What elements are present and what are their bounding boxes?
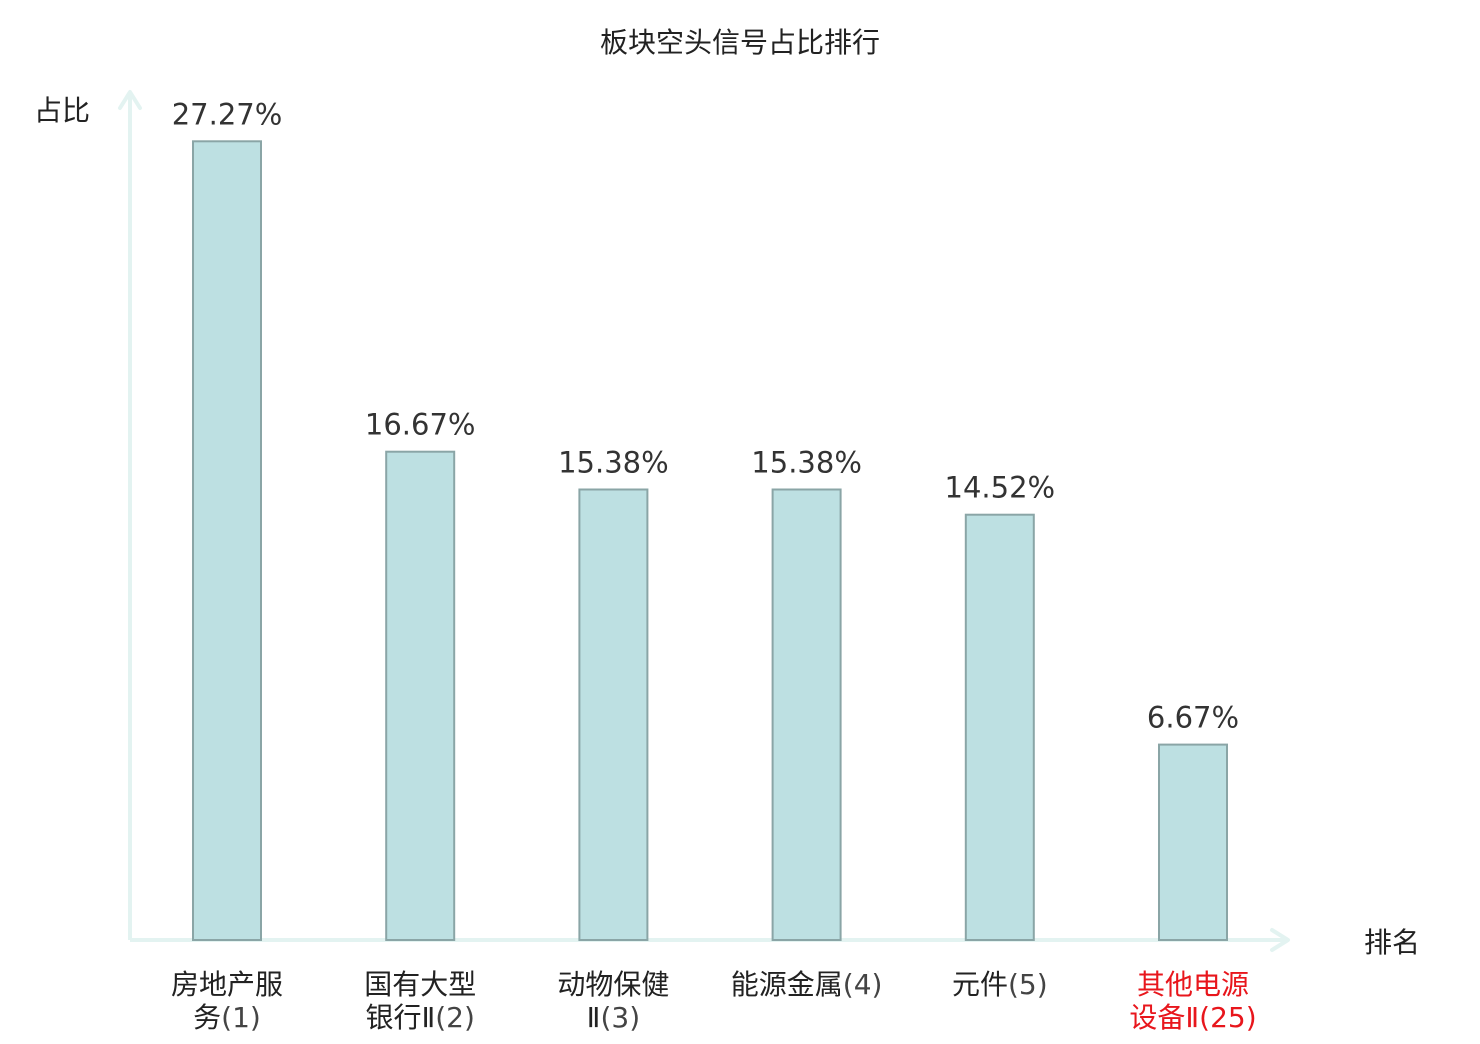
category-tick-label: 动物保健 bbox=[557, 968, 669, 1001]
x-axis bbox=[130, 928, 1290, 952]
x-axis-arrow-icon bbox=[1270, 928, 1290, 952]
y-axis bbox=[118, 90, 142, 940]
category-tick-label: Ⅱ(3) bbox=[587, 1001, 640, 1034]
bar bbox=[1158, 743, 1228, 941]
category-tick-label: 设备Ⅱ(25) bbox=[1129, 1001, 1256, 1034]
bar bbox=[771, 488, 842, 941]
category-tick-label: 房地产服 bbox=[171, 968, 283, 1001]
bar-value-label: 14.52% bbox=[945, 471, 1056, 505]
category-tick-label: 务(1) bbox=[193, 1001, 261, 1034]
y-axis-arrow-icon bbox=[118, 90, 142, 110]
chart-title: 板块空头信号占比排行 bbox=[600, 26, 880, 59]
bar bbox=[578, 488, 649, 941]
category-tick-label: 国有大型 bbox=[364, 968, 476, 1001]
y-axis-label: 占比 bbox=[34, 94, 90, 127]
bar bbox=[385, 450, 456, 941]
category-tick-label: 银行Ⅱ(2) bbox=[365, 1001, 474, 1034]
bar-value-label: 15.38% bbox=[751, 446, 862, 480]
category-tick-label: 能源金属(4) bbox=[731, 968, 883, 1001]
bars bbox=[192, 140, 1228, 942]
bar-value-label: 6.67% bbox=[1147, 701, 1239, 735]
bar-value-label: 16.67% bbox=[365, 408, 476, 442]
x-axis-label: 排名 bbox=[1364, 926, 1420, 959]
bar bbox=[192, 140, 262, 942]
bar-value-label: 15.38% bbox=[558, 446, 669, 480]
bar-value-label: 27.27% bbox=[172, 97, 283, 131]
category-tick-label: 元件(5) bbox=[952, 968, 1048, 1001]
category-tick-label: 其他电源 bbox=[1137, 968, 1249, 1001]
bar bbox=[964, 513, 1035, 941]
value-labels: 27.27% 16.67% 15.38% 15.38% 14.52% 6.67% bbox=[172, 97, 1239, 734]
